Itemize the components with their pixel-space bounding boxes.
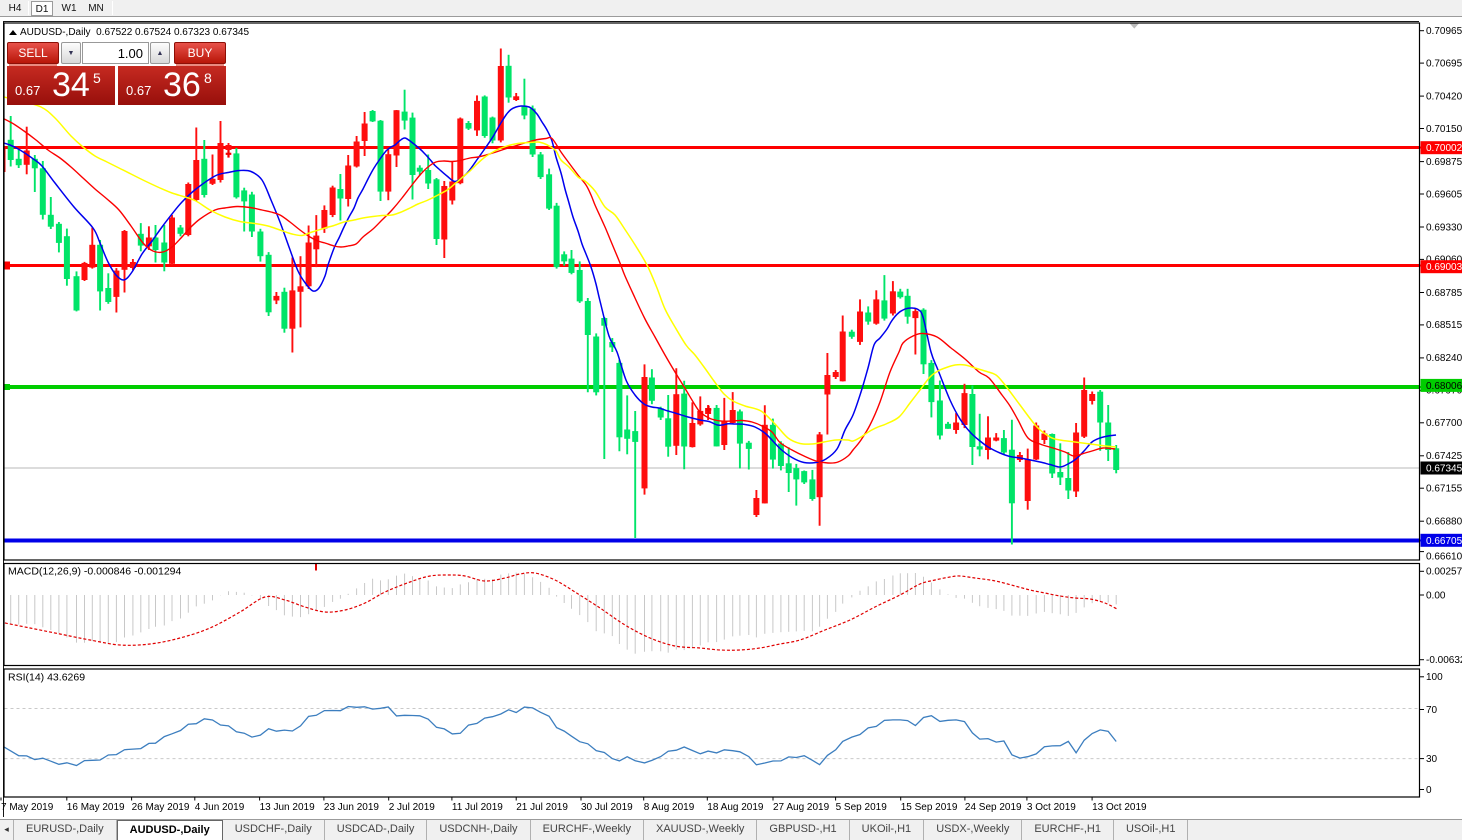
svg-text:24 Sep 2019: 24 Sep 2019 — [965, 802, 1022, 813]
svg-text:0.70695: 0.70695 — [1426, 58, 1462, 69]
svg-text:16 May 2019: 16 May 2019 — [67, 802, 125, 813]
svg-text:26 May 2019: 26 May 2019 — [132, 802, 190, 813]
svg-text:MACD(12,26,9) -0.000846 -0.001: MACD(12,26,9) -0.000846 -0.001294 — [8, 566, 182, 578]
svg-text:0.70150: 0.70150 — [1426, 124, 1462, 135]
svg-text:11 Jul 2019: 11 Jul 2019 — [452, 802, 503, 813]
svg-text:0.66610: 0.66610 — [1426, 552, 1462, 563]
svg-text:15 Sep 2019: 15 Sep 2019 — [901, 802, 958, 813]
svg-text:0.67155: 0.67155 — [1426, 484, 1462, 495]
svg-text:5 Sep 2019: 5 Sep 2019 — [836, 802, 888, 813]
svg-text:0.66880: 0.66880 — [1426, 517, 1462, 528]
svg-text:0.002574: 0.002574 — [1426, 567, 1462, 578]
svg-text:7 May 2019: 7 May 2019 — [1, 802, 54, 813]
svg-text:0.67700: 0.67700 — [1426, 418, 1462, 429]
svg-text:0: 0 — [1426, 785, 1432, 796]
svg-text:0.69330: 0.69330 — [1426, 222, 1462, 233]
svg-text:0.70002: 0.70002 — [1426, 143, 1462, 154]
svg-text:30: 30 — [1426, 754, 1438, 765]
svg-text:-0.006326: -0.006326 — [1426, 655, 1462, 666]
svg-text:23 Jun 2019: 23 Jun 2019 — [324, 802, 379, 813]
svg-text:70: 70 — [1426, 705, 1438, 716]
svg-text:0.68240: 0.68240 — [1426, 353, 1462, 364]
svg-text:0.68006: 0.68006 — [1426, 381, 1462, 392]
svg-text:3 Oct 2019: 3 Oct 2019 — [1027, 802, 1076, 813]
svg-text:RSI(14) 43.6269: RSI(14) 43.6269 — [8, 672, 85, 684]
svg-text:100: 100 — [1426, 672, 1443, 683]
svg-text:21 Jul 2019: 21 Jul 2019 — [516, 802, 568, 813]
svg-text:0.69875: 0.69875 — [1426, 157, 1462, 168]
svg-text:0.69003: 0.69003 — [1426, 262, 1462, 273]
svg-text:4 Jun 2019: 4 Jun 2019 — [195, 802, 245, 813]
svg-text:27 Aug 2019: 27 Aug 2019 — [773, 802, 830, 813]
svg-text:2 Jul 2019: 2 Jul 2019 — [389, 802, 436, 813]
svg-text:0.67425: 0.67425 — [1426, 451, 1462, 462]
svg-text:0.00: 0.00 — [1426, 590, 1446, 601]
svg-text:0.70965: 0.70965 — [1426, 26, 1462, 37]
svg-text:0.70420: 0.70420 — [1426, 91, 1462, 102]
svg-text:0.68515: 0.68515 — [1426, 320, 1462, 331]
svg-text:0.66705: 0.66705 — [1426, 536, 1462, 547]
svg-text:0.67345: 0.67345 — [1426, 464, 1462, 475]
svg-text:8 Aug 2019: 8 Aug 2019 — [644, 802, 695, 813]
svg-text:0.68785: 0.68785 — [1426, 288, 1462, 299]
svg-text:0.69605: 0.69605 — [1426, 189, 1462, 200]
svg-text:30 Jul 2019: 30 Jul 2019 — [581, 802, 633, 813]
svg-text:18 Aug 2019: 18 Aug 2019 — [707, 802, 764, 813]
svg-text:13 Oct 2019: 13 Oct 2019 — [1092, 802, 1147, 813]
svg-text:13 Jun 2019: 13 Jun 2019 — [260, 802, 315, 813]
